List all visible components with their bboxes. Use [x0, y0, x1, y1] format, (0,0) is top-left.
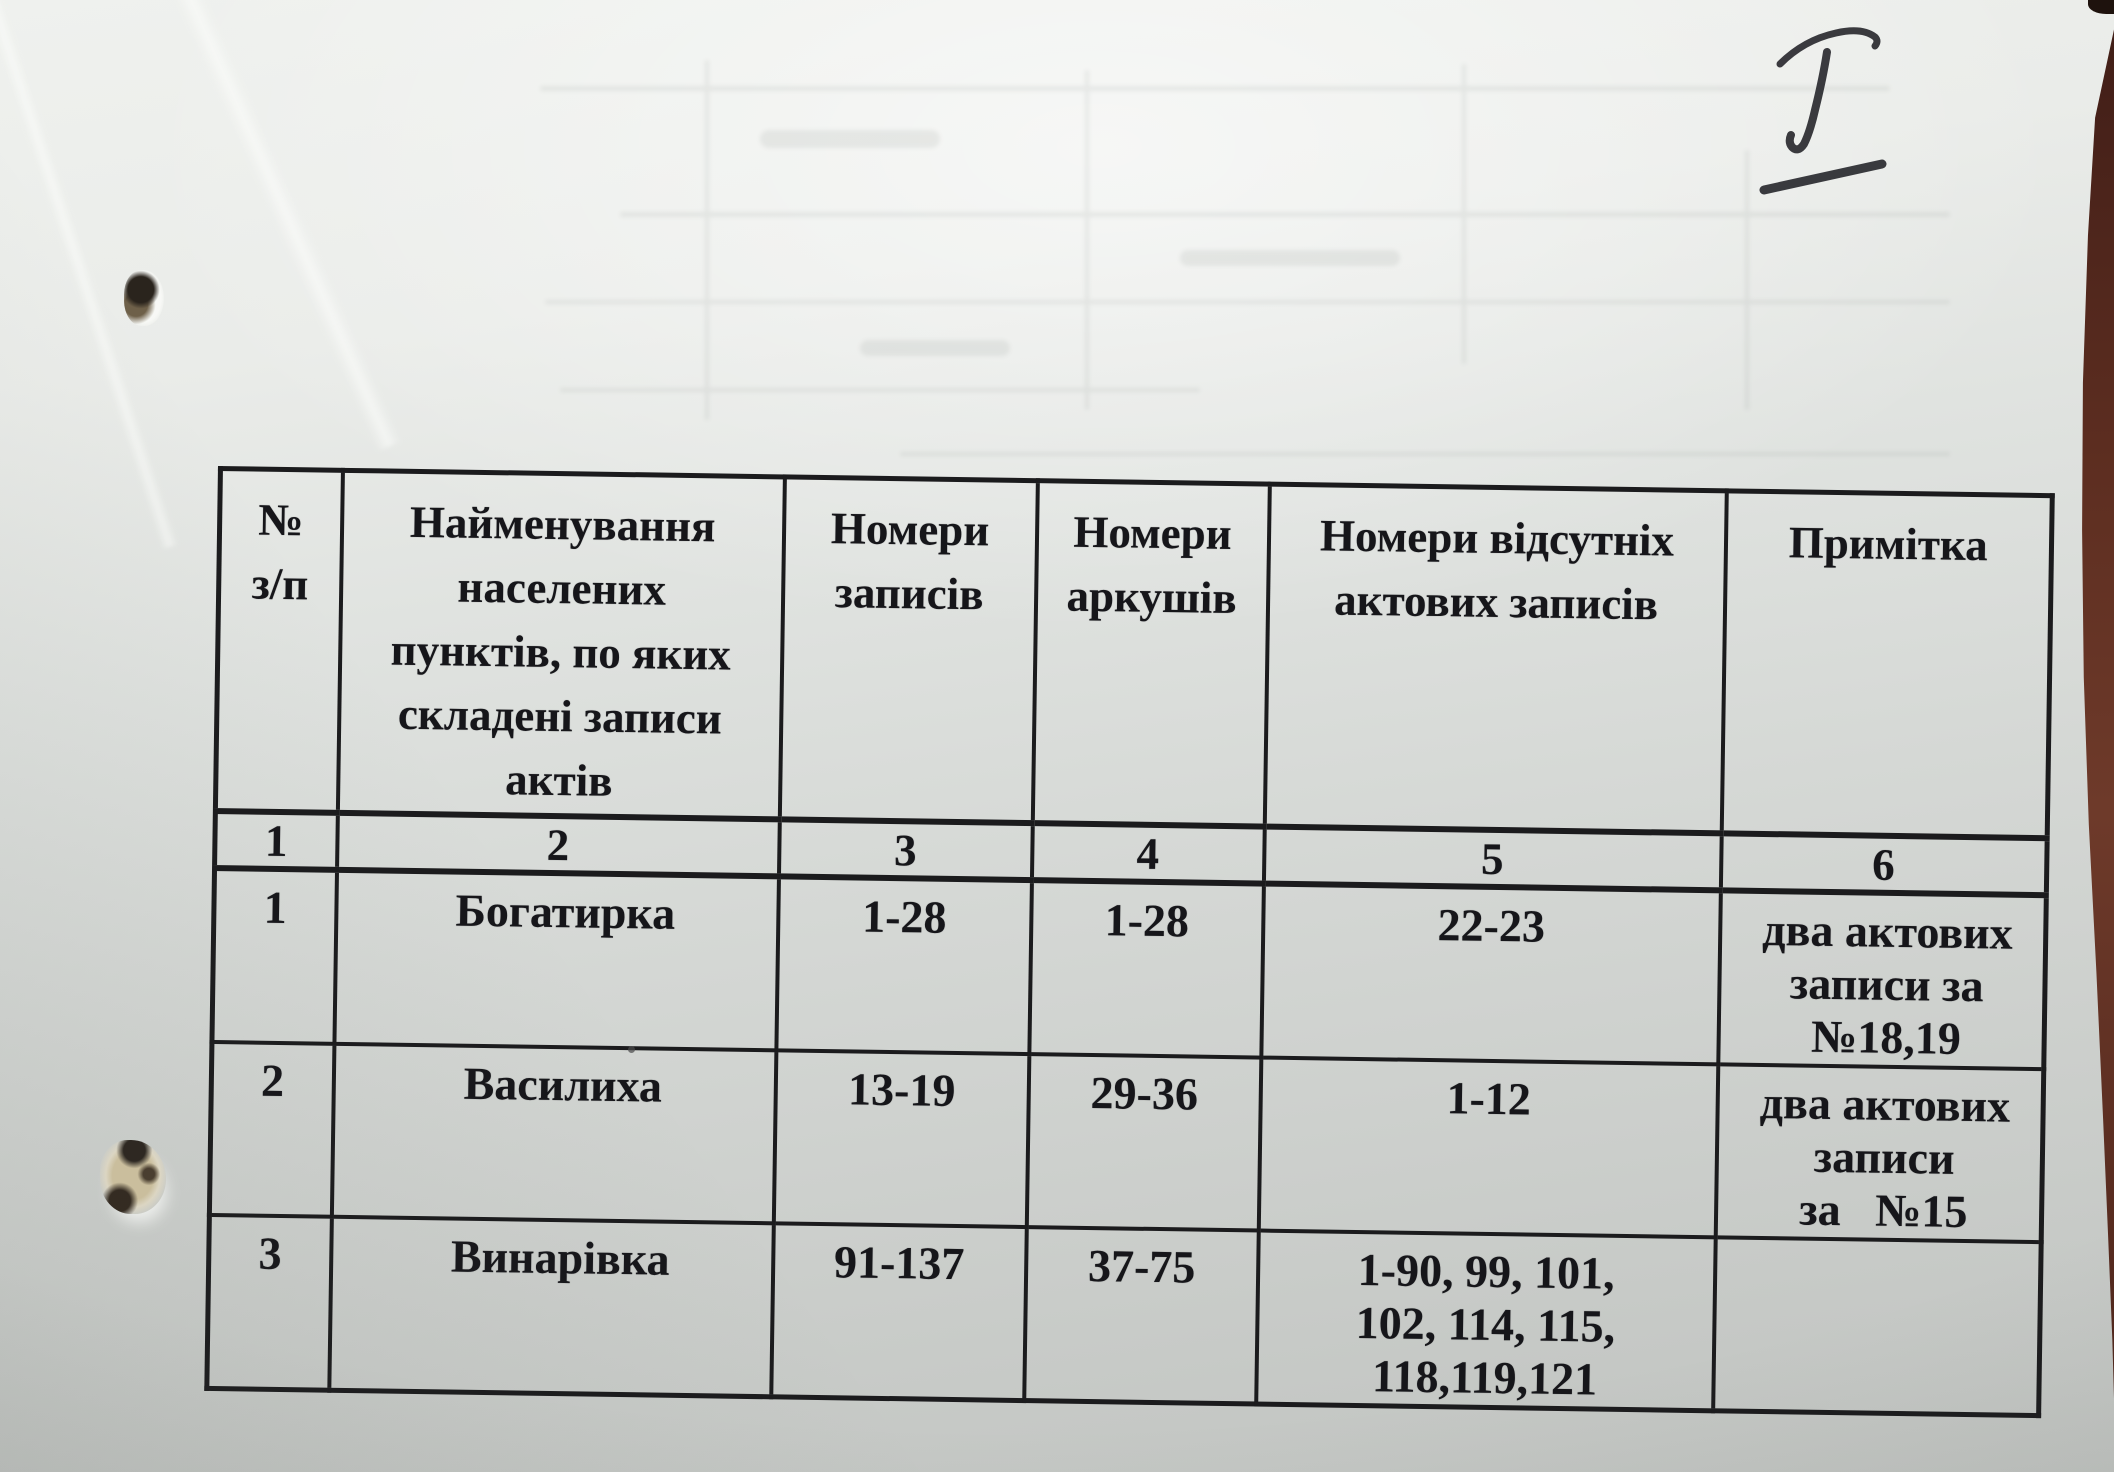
cell-settlement: Василиха	[331, 1043, 776, 1224]
ghost-line	[1462, 64, 1466, 364]
handwritten-top-bar	[1776, 27, 1881, 68]
registry-table: № з/п Найменування населених пунктів, по…	[204, 466, 2055, 1419]
cell-settlement: Винарівка	[328, 1216, 774, 1397]
cell-record-numbers: 1-28	[775, 876, 1032, 1055]
table-row: 1 Богатирка 1-28 1-28 22-23 два актових …	[211, 867, 2047, 1070]
paper-hole-artifact	[100, 1140, 166, 1214]
cell-sheet-numbers: 1-28	[1028, 880, 1264, 1058]
cell-sheet-numbers: 37-75	[1023, 1227, 1259, 1404]
cell-settlement: Богатирка	[333, 869, 779, 1051]
cell-missing-records: 1-12	[1258, 1057, 1718, 1238]
cell-record-numbers: 13-19	[773, 1050, 1029, 1228]
scan-corner-artifact	[2088, 0, 2114, 14]
cell-note: два актових записи за №18,19	[1717, 890, 2047, 1070]
cell-row-number: 3	[206, 1214, 332, 1391]
header-cell-sheet-numbers: Номери аркушів	[1032, 480, 1270, 827]
table-header-row: № з/п Найменування населених пунктів, по…	[215, 468, 2053, 839]
table-row: 2 Василиха 13-19 29-36 1-12 два актових …	[209, 1041, 2044, 1243]
ghost-smudge	[860, 340, 1010, 356]
cell-record-numbers: 91-137	[770, 1223, 1027, 1401]
column-number: 5	[1263, 826, 1722, 891]
cell-missing-records: 22-23	[1260, 883, 1721, 1065]
ink-dot-artifact	[628, 1046, 635, 1053]
cell-row-number: 1	[211, 867, 337, 1044]
column-number: 4	[1031, 823, 1265, 884]
cell-missing-records: 1-90, 99, 101, 102, 114, 115, 118,119,12…	[1255, 1230, 1716, 1411]
cell-sheet-numbers: 29-36	[1026, 1054, 1261, 1231]
header-cell-missing-records: Номери відсутніх актових записів	[1264, 484, 1727, 834]
ghost-line	[1085, 70, 1089, 410]
ghost-smudge	[1180, 250, 1400, 266]
column-number: 1	[214, 810, 338, 870]
ghost-line	[900, 452, 1950, 456]
column-number: 6	[1720, 833, 2048, 896]
ghost-line	[545, 300, 1950, 304]
handwritten-stem	[1785, 48, 1831, 154]
header-cell-num: № з/п	[215, 468, 343, 813]
ghost-line	[705, 60, 709, 420]
handwritten-underline	[1759, 159, 1887, 195]
ghost-line	[540, 86, 1890, 91]
cell-row-number: 2	[209, 1041, 334, 1217]
header-cell-settlement: Найменування населених пунктів, по яких …	[337, 470, 785, 820]
header-cell-note: Примітка	[1721, 490, 2053, 839]
paper-crease	[150, 0, 402, 452]
column-number: 3	[778, 819, 1033, 881]
paper-speck-artifact	[124, 270, 164, 326]
cell-note	[1712, 1237, 2042, 1416]
ghost-line	[560, 388, 1200, 392]
column-number: 2	[336, 812, 780, 877]
table-row: 3 Винарівка 91-137 37-75 1-90, 99, 101, …	[206, 1214, 2042, 1416]
cell-note: два актових записи за №15	[1715, 1064, 2044, 1243]
header-cell-record-numbers: Номери записів	[779, 476, 1038, 824]
scan-edge-background	[2082, 29, 2114, 1399]
ghost-smudge	[760, 130, 940, 148]
handwritten-roman-numeral-one: І	[1759, 27, 1887, 195]
